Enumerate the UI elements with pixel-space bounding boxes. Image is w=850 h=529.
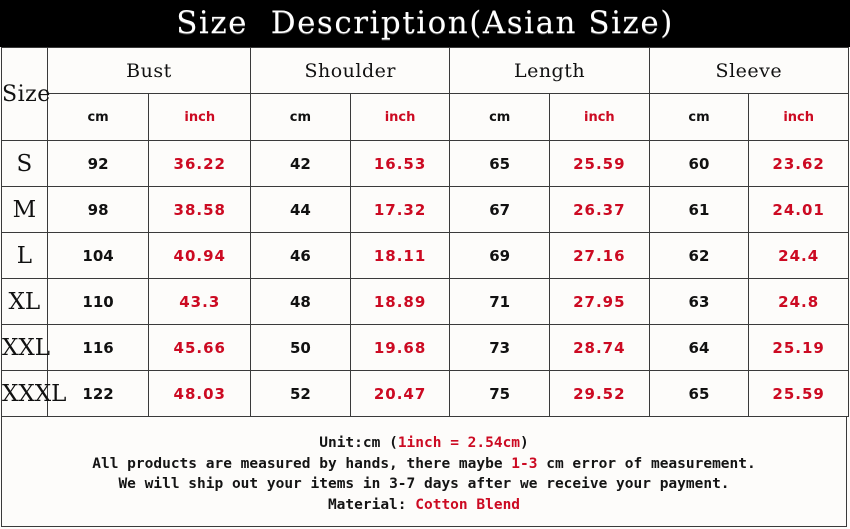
cell-sleeve-inch: 23.62: [748, 140, 849, 187]
cell-length-inch: 28.74: [549, 324, 650, 371]
header-unit-sleeve-inch: inch: [748, 93, 849, 141]
header-unit-shoulder-cm: cm: [250, 93, 351, 141]
note-measure-prefix: All products are measured by hands, ther…: [92, 455, 512, 472]
header-row-groups: Size Bust Shoulder Length Sleeve: [1, 47, 850, 141]
note-line-measurement: All products are measured by hands, ther…: [92, 454, 755, 475]
cell-sleeve-cm: 60: [648, 140, 750, 187]
cell-bust-inch: 38.58: [148, 186, 252, 233]
cell-bust-inch: 43.3: [148, 278, 252, 325]
table-body: S 92 36.22 42 16.53 65 25.59 60 23.62 M …: [1, 140, 849, 417]
cell-length-cm: 71: [449, 278, 551, 325]
cell-bust-inch: 48.03: [148, 370, 252, 417]
cell-bust-cm: 104: [46, 232, 150, 279]
cell-shoulder-inch: 16.53: [349, 140, 451, 187]
cell-bust-cm: 110: [46, 278, 150, 325]
table-row: XXXL 122 48.03 52 20.47 75 29.52 65 25.5…: [1, 370, 849, 417]
cell-sleeve-inch: 24.8: [748, 278, 849, 325]
header-row-units: cm inch cm inch cm inch cm inch: [2, 93, 849, 141]
cell-sleeve-cm: 64: [648, 324, 750, 371]
cell-length-inch: 27.95: [549, 278, 650, 325]
cell-sleeve-inch: 24.01: [748, 186, 849, 233]
table-row: M 98 38.58 44 17.32 67 26.37 61 24.01: [1, 186, 849, 233]
cell-size: S: [1, 140, 48, 187]
header-unit-sleeve-cm: cm: [648, 93, 750, 141]
cell-shoulder-inch: 17.32: [349, 186, 451, 233]
cell-length-cm: 75: [449, 370, 551, 417]
cell-shoulder-inch: 18.11: [349, 232, 451, 279]
header-group-length: Length: [449, 47, 650, 94]
size-description-table: Size Bust Shoulder Length Sleeve cm inch…: [1, 47, 850, 417]
header-unit-length-cm: cm: [449, 93, 551, 141]
cell-bust-inch: 36.22: [148, 140, 252, 187]
note-line-shipping: We will ship out your items in 3-7 days …: [118, 476, 730, 493]
cell-bust-cm: 98: [46, 186, 150, 233]
cell-size: XXXL: [1, 370, 66, 417]
note-unit-prefix: Unit:cm (: [319, 435, 398, 451]
header-unit-length-inch: inch: [549, 93, 650, 141]
cell-bust-cm: 92: [46, 140, 150, 187]
cell-shoulder-cm: 44: [250, 186, 351, 233]
note-material-value: Cotton Blend: [415, 496, 521, 513]
note-measure-tolerance: 1-3: [511, 455, 538, 472]
header-size: Size: [1, 47, 50, 141]
cell-length-cm: 65: [449, 140, 551, 187]
cell-shoulder-cm: 48: [250, 278, 351, 325]
cell-size: XXL: [1, 324, 50, 371]
note-line-unit: Unit:cm (1inch = 2.54cm): [319, 433, 529, 454]
cell-size: L: [1, 232, 48, 279]
cell-length-inch: 29.52: [549, 370, 650, 417]
note-material-label: Material:: [327, 496, 416, 513]
cell-length-cm: 67: [449, 186, 551, 233]
cell-shoulder-inch: 19.68: [349, 324, 451, 371]
note-measure-suffix: cm error of measurement.: [537, 455, 756, 472]
title-banner: Size Description(Asian Size): [0, 0, 850, 47]
cell-size: M: [1, 186, 48, 233]
header-unit-bust-inch: inch: [148, 93, 252, 141]
cell-size: XL: [1, 278, 48, 325]
table-row: XXL 116 45.66 50 19.68 73 28.74 64 25.19: [1, 324, 849, 371]
cell-bust-inch: 45.66: [148, 324, 252, 371]
cell-sleeve-cm: 65: [648, 370, 750, 417]
cell-bust-cm: 122: [46, 370, 150, 417]
cell-length-inch: 26.37: [549, 186, 650, 233]
cell-sleeve-inch: 25.19: [748, 324, 849, 371]
note-unit-conversion: 1inch = 2.54cm: [397, 435, 521, 451]
cell-shoulder-cm: 46: [250, 232, 351, 279]
cell-shoulder-cm: 50: [250, 324, 351, 371]
table-row: XL 110 43.3 48 18.89 71 27.95 63 24.8: [1, 278, 849, 325]
table-header: Size Bust Shoulder Length Sleeve cm inch…: [1, 47, 850, 141]
note-line-material: Material: Cotton Blend: [328, 495, 520, 516]
table-row: S 92 36.22 42 16.53 65 25.59 60 23.62: [1, 140, 849, 187]
header-group-shoulder: Shoulder: [250, 47, 451, 94]
cell-bust-inch: 40.94: [148, 232, 252, 279]
cell-sleeve-cm: 63: [648, 278, 750, 325]
cell-shoulder-inch: 20.47: [349, 370, 451, 417]
cell-length-cm: 69: [449, 232, 551, 279]
cell-shoulder-inch: 18.89: [349, 278, 451, 325]
cell-length-inch: 25.59: [549, 140, 650, 187]
cell-shoulder-cm: 42: [250, 140, 351, 187]
cell-length-cm: 73: [449, 324, 551, 371]
cell-bust-cm: 116: [46, 324, 150, 371]
cell-length-inch: 27.16: [549, 232, 650, 279]
cell-sleeve-cm: 61: [648, 186, 750, 233]
footer-note: Unit:cm (1inch = 2.54cm) All products ar…: [1, 417, 847, 527]
cell-sleeve-inch: 25.59: [748, 370, 849, 417]
cell-sleeve-cm: 62: [648, 232, 750, 279]
cell-shoulder-cm: 52: [250, 370, 351, 417]
note-unit-suffix: ): [520, 435, 529, 451]
cell-sleeve-inch: 24.4: [748, 232, 849, 279]
header-group-sleeve: Sleeve: [648, 47, 850, 94]
header-group-bust: Bust: [46, 47, 252, 94]
table-row: L 104 40.94 46 18.11 69 27.16 62 24.4: [1, 232, 849, 279]
header-unit-bust-cm: cm: [46, 93, 150, 141]
page-title: Size Description(Asian Size): [176, 5, 674, 41]
header-unit-shoulder-inch: inch: [349, 93, 451, 141]
